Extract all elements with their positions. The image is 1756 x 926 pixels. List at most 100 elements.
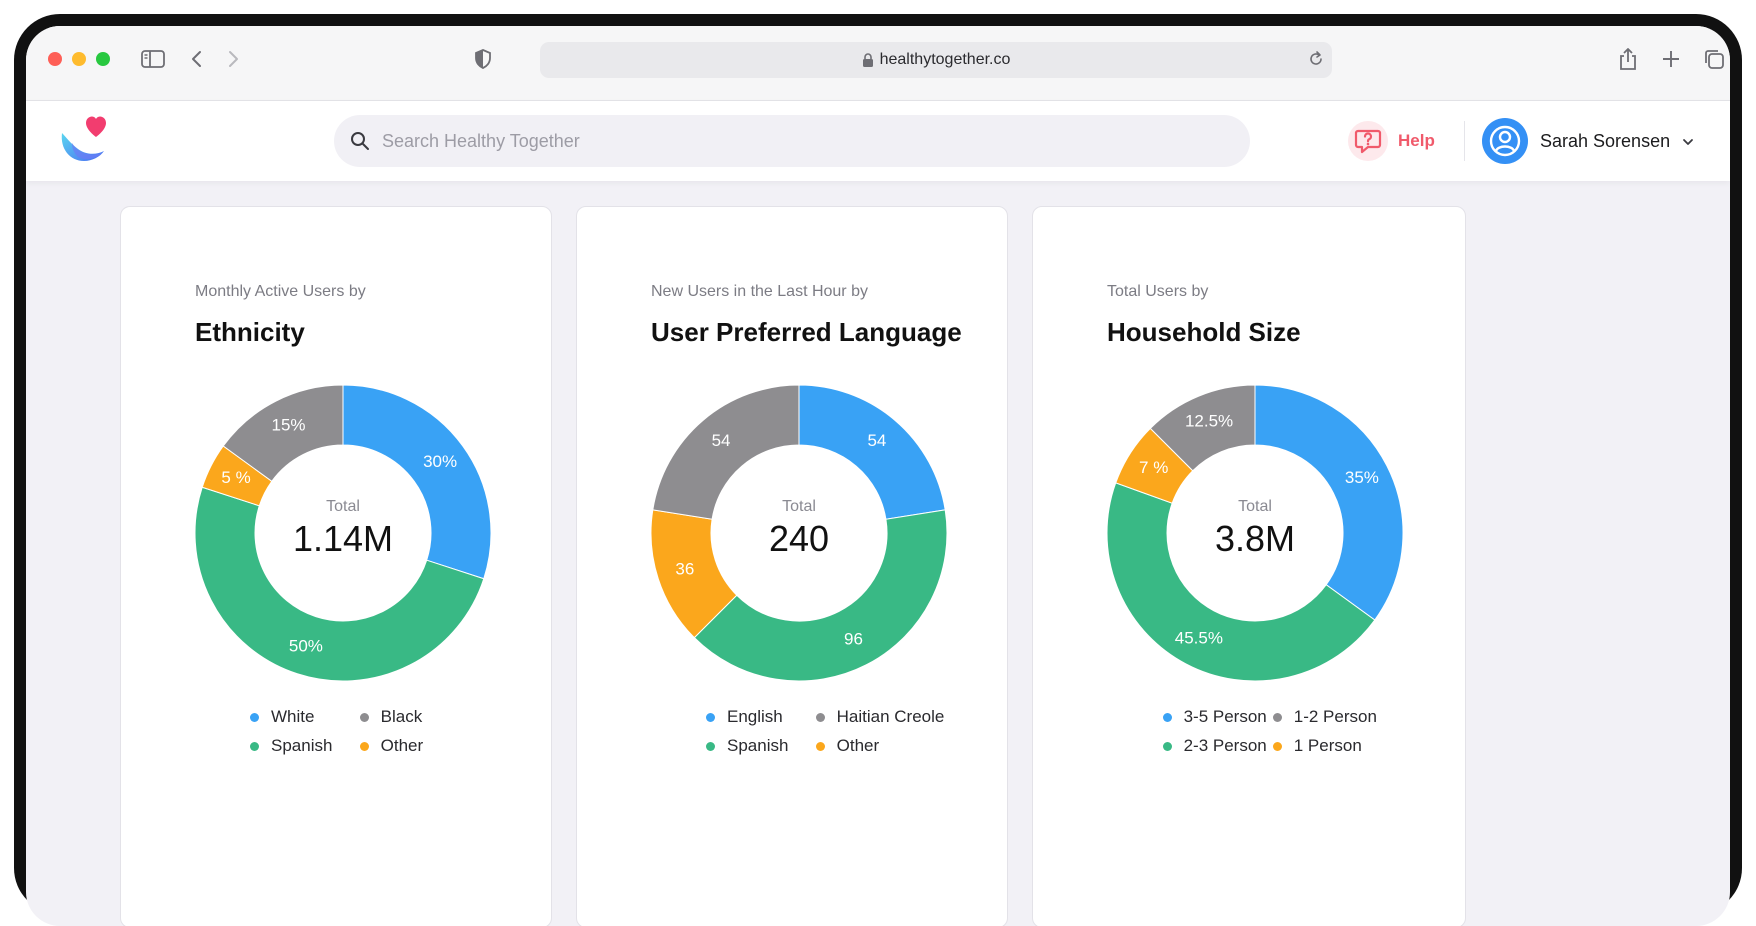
donut-slice-black — [222, 385, 344, 482]
search-input[interactable] — [380, 129, 1224, 153]
close-window-button[interactable] — [48, 52, 62, 66]
donut-slice-3-5-person — [1254, 385, 1403, 621]
legend-label: Haitian Creole — [836, 707, 945, 726]
legend-item: English — [706, 707, 783, 727]
slice-value-label: 15% — [272, 416, 306, 435]
slice-value-label: 50% — [289, 637, 323, 656]
legend-dot — [359, 741, 369, 751]
avatar — [1482, 118, 1528, 164]
maximize-window-button[interactable] — [96, 52, 110, 66]
slice-value-label: 36 — [675, 560, 694, 579]
app-header: Help Sarah Sorensen — [26, 101, 1730, 181]
slice-value-label: 7 % — [1139, 458, 1168, 477]
card-subtitle: Total Users by — [1107, 283, 1209, 300]
total-label: Total — [326, 498, 360, 515]
browser-toolbar: healthytogether.co — [26, 26, 1730, 101]
legend-item: 1-2 Person — [1272, 707, 1377, 727]
header-divider — [1464, 121, 1465, 161]
donut-slice-haitian-creole — [652, 385, 800, 520]
legend-label: Other — [836, 736, 880, 755]
privacy-shield-icon[interactable] — [468, 44, 498, 74]
legend-dot — [815, 741, 825, 751]
search-bar[interactable] — [334, 115, 1250, 167]
legend-dot — [1272, 712, 1282, 722]
slice-value-label: 30% — [423, 452, 457, 471]
card-title: Household Size — [1107, 317, 1301, 347]
household-donut-chart: Total 3.8M 35% 45.5% 7 % 12.5% — [1107, 385, 1403, 681]
legend-label: Spanish — [727, 736, 789, 755]
language-donut-chart: Total 240 54 96 36 54 — [651, 385, 947, 681]
legend-item: 3-5 Person — [1162, 707, 1267, 727]
slice-value-label: 54 — [712, 431, 731, 450]
legend-item: Haitian Creole — [815, 707, 945, 727]
forward-arrow-icon[interactable] — [218, 44, 248, 74]
legend-label: Black — [380, 707, 423, 726]
share-icon[interactable] — [1613, 44, 1643, 74]
legend-label: 1-2 Person — [1293, 707, 1377, 726]
legend-item: Other — [359, 736, 424, 756]
slice-value-label: 12.5% — [1185, 412, 1233, 431]
legend-dot — [706, 712, 715, 722]
slice-value-label: 35% — [1345, 468, 1379, 487]
donut-slice-spanish — [693, 509, 947, 681]
reload-icon[interactable] — [1308, 50, 1324, 73]
legend-label: 1 Person — [1293, 736, 1362, 755]
card-title: Ethnicity — [195, 317, 305, 347]
help-question-icon — [1348, 121, 1388, 161]
donut-slice-spanish — [195, 486, 485, 681]
device-frame: healthytogether.co — [14, 14, 1742, 926]
new-tab-plus-icon[interactable] — [1656, 44, 1686, 74]
card-household: Total Users by Household Size Total 3.8M… — [1032, 206, 1466, 926]
total-value: 3.8M — [1215, 518, 1295, 559]
help-label: Help — [1398, 131, 1435, 150]
donut-slice-english — [798, 385, 946, 520]
slice-value-label: 96 — [844, 629, 863, 648]
minimize-window-button[interactable] — [72, 52, 86, 66]
total-value: 1.14M — [293, 518, 393, 559]
legend-item: 1 Person — [1272, 736, 1362, 756]
legend-dot — [1162, 741, 1172, 751]
back-arrow-icon[interactable] — [182, 44, 212, 74]
card-subtitle: Monthly Active Users by — [195, 283, 366, 300]
legend-dot — [250, 741, 259, 751]
legend-item: Black — [359, 707, 423, 727]
healthy-together-logo[interactable] — [56, 113, 116, 169]
legend-dot — [706, 741, 715, 751]
legend-item: Spanish — [250, 736, 332, 756]
slice-value-label: 54 — [867, 431, 886, 450]
chevron-down-icon — [1682, 131, 1694, 152]
legend-dot — [1272, 741, 1282, 751]
slice-value-label: 45.5% — [1175, 629, 1223, 648]
donut-slice-white — [342, 385, 491, 580]
url-text: healthytogether.co — [879, 51, 1011, 68]
help-button[interactable]: Help — [1348, 119, 1435, 163]
total-value: 240 — [769, 518, 829, 559]
search-icon — [350, 131, 370, 151]
donut-slice-1-2-person — [1149, 385, 1256, 472]
total-label: Total — [782, 498, 816, 515]
legend-item: 2-3 Person — [1162, 736, 1267, 756]
legend-item: Spanish — [706, 736, 788, 756]
browser-window: healthytogether.co — [26, 26, 1730, 926]
legend-item: White — [250, 707, 314, 727]
legend-dot — [815, 712, 825, 722]
legend-label: Other — [380, 736, 424, 755]
sidebar-toggle-icon[interactable] — [138, 44, 168, 74]
legend-dot — [1162, 712, 1172, 722]
legend-label: Spanish — [271, 736, 333, 755]
address-bar[interactable]: healthytogether.co — [540, 42, 1332, 78]
legend-label: English — [727, 707, 783, 726]
ethnicity-donut-chart: Total 1.14M 30% 50% 5 % 15% — [195, 385, 491, 681]
tab-overview-icon[interactable] — [1699, 44, 1729, 74]
card-ethnicity: Monthly Active Users by Ethnicity Total … — [120, 206, 552, 926]
legend-item: Other — [815, 736, 880, 756]
card-language: New Users in the Last Hour by User Prefe… — [576, 206, 1008, 926]
donut-slice-2-3-person — [1107, 482, 1376, 681]
card-subtitle: New Users in the Last Hour by — [651, 283, 868, 300]
legend-label: 3-5 Person — [1183, 707, 1267, 726]
legend-dot — [359, 712, 369, 722]
legend-label: 2-3 Person — [1183, 736, 1267, 755]
user-menu[interactable]: Sarah Sorensen — [1482, 117, 1694, 165]
legend-dot — [250, 712, 259, 722]
lock-icon — [862, 52, 874, 68]
